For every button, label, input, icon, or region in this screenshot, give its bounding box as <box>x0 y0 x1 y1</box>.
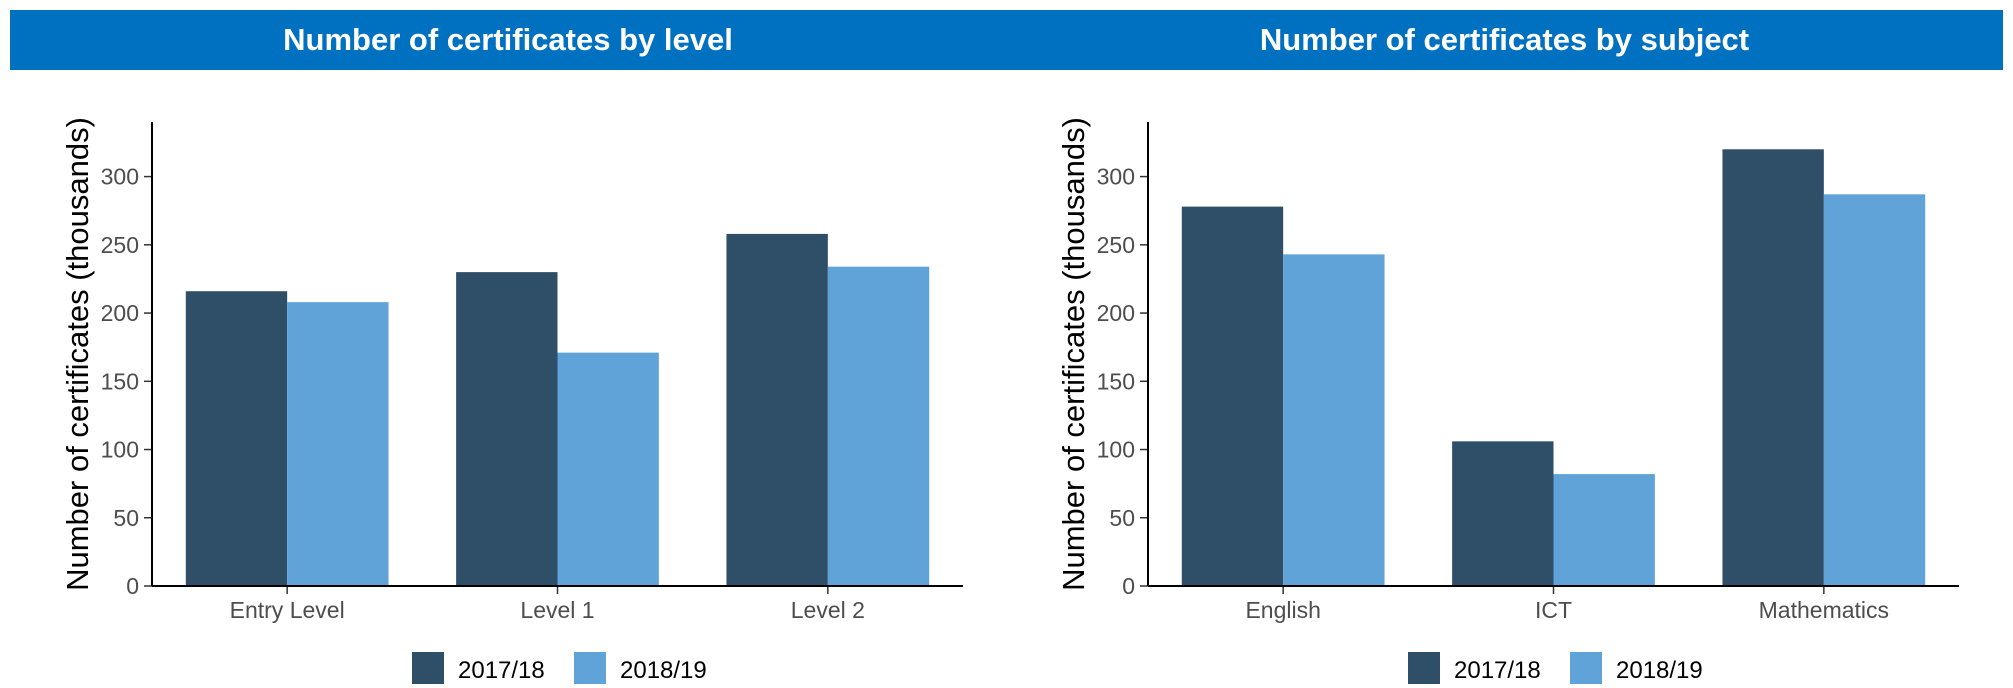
legend-label: 2017/18 <box>1454 657 1541 684</box>
legend: 2017/18 2018/19 <box>1408 652 1703 684</box>
bar-2018-19-level-1 <box>557 352 659 586</box>
legend-swatch <box>1408 652 1440 684</box>
y-axis-label: Number of certificates (thousands) <box>1056 117 1091 591</box>
x-tick-label: Level 2 <box>791 597 865 623</box>
y-tick-label: 200 <box>1097 300 1135 326</box>
y-tick-label: 150 <box>1097 368 1135 394</box>
chart-panel-level: Number of certificates by level Number o… <box>10 10 1016 688</box>
x-tick-label: Entry Level <box>230 597 345 623</box>
y-tick-label: 0 <box>126 573 139 599</box>
bar-2018-19-mathematics <box>1823 194 1926 586</box>
bar-2018-19-level-2 <box>827 266 930 586</box>
x-tick-label: English <box>1245 597 1320 623</box>
y-tick-label: 0 <box>1122 573 1135 599</box>
bar-2017-18-mathematics <box>1722 149 1824 586</box>
bar-2018-19-english <box>1283 254 1385 586</box>
legend-swatch <box>1570 652 1602 684</box>
x-tick-label: Mathematics <box>1759 597 1889 623</box>
x-tick-label: ICT <box>1535 597 1572 623</box>
legend-label: 2018/19 <box>1616 657 1703 684</box>
y-axis-label: Number of certificates (thousands) <box>60 117 95 591</box>
y-tick-label: 150 <box>101 368 139 394</box>
y-tick-label: 200 <box>101 300 139 326</box>
chart-title: Number of certificates by subject <box>1006 10 2003 70</box>
y-tick-label: 50 <box>1109 505 1135 531</box>
x-tick-label: Level 1 <box>520 597 594 623</box>
legend-swatch <box>574 652 606 684</box>
y-tick-label: 250 <box>101 232 139 258</box>
y-tick-label: 100 <box>1097 437 1135 463</box>
y-tick-label: 300 <box>1097 164 1135 190</box>
chart-title: Number of certificates by level <box>10 10 1006 70</box>
bar-2017-18-ict <box>1452 441 1554 586</box>
legend-label: 2018/19 <box>620 657 707 684</box>
chart-panel-subject: Number of certificates by subject Number… <box>1006 10 2012 688</box>
legend-swatch <box>412 652 444 684</box>
bar-2017-18-english <box>1181 206 1284 587</box>
y-tick-label: 100 <box>101 437 139 463</box>
bar-2018-19-ict <box>1553 474 1655 586</box>
bar-chart-level: Number of certificates (thousands) 0 50 100… <box>60 117 963 684</box>
legend-label: 2017/18 <box>458 657 545 684</box>
bar-2017-18-level-2 <box>726 233 828 586</box>
y-tick-label: 300 <box>101 164 139 190</box>
y-tick-label: 250 <box>1097 232 1135 258</box>
y-tick-label: 50 <box>113 505 139 531</box>
bar-2018-19-entry-level <box>287 302 389 586</box>
legend: 2017/18 2018/19 <box>412 652 707 684</box>
bar-2017-18-level-1 <box>456 272 558 586</box>
bar-2017-18-entry-level <box>185 291 288 586</box>
bar-chart-subject: Number of certificates (thousands) 0 50 100… <box>1056 117 1959 684</box>
